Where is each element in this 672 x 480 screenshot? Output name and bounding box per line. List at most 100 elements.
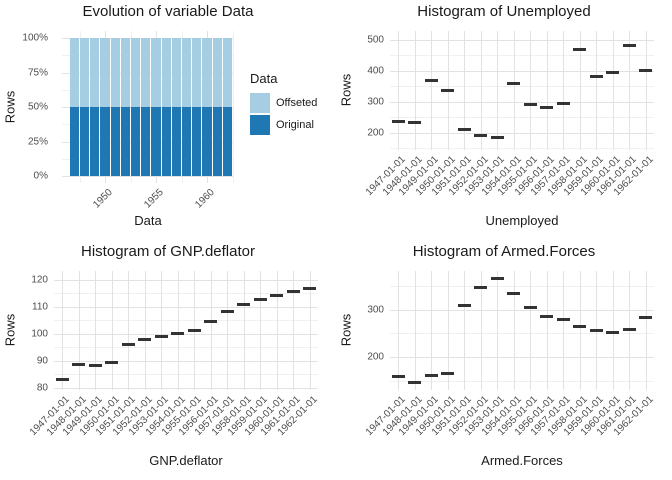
bar-segment-original (80, 107, 90, 176)
bar-segment-offseted (69, 38, 79, 107)
major-gridline (243, 271, 245, 390)
data-dash (556, 317, 570, 321)
legend-swatch-offseted (250, 93, 270, 113)
major-gridline (54, 333, 318, 335)
data-dash (424, 373, 438, 377)
bar-segment-original (202, 107, 212, 176)
data-dash (606, 71, 620, 75)
major-gridline (563, 31, 565, 150)
data-dash (523, 306, 537, 309)
bar-segment-offseted (80, 38, 90, 107)
bar-segment-offseted (131, 38, 141, 107)
bar-segment-original (69, 107, 79, 176)
x-axis-title: Data (134, 213, 162, 228)
bar-segment-original (161, 107, 171, 176)
minor-gridline (232, 31, 234, 183)
minor-gridline (54, 293, 318, 295)
data-dash (55, 378, 69, 382)
major-gridline (431, 31, 433, 150)
minor-gridline (390, 286, 654, 288)
bar-segment-original (90, 107, 100, 176)
data-dash (88, 364, 102, 368)
major-gridline (293, 271, 295, 390)
x-axis-title: GNP.deflator (149, 453, 223, 468)
major-gridline (227, 271, 229, 390)
bar-segment-original (151, 107, 161, 176)
data-dash (72, 363, 86, 367)
minor-gridline (390, 55, 654, 57)
data-dash (474, 133, 488, 137)
data-dash (286, 290, 300, 293)
bar-segment-offseted (171, 38, 181, 107)
major-gridline (390, 101, 654, 103)
legend-item-offseted: Offseted (250, 93, 334, 113)
major-gridline (530, 31, 532, 150)
bar-segment-offseted (151, 38, 161, 107)
major-gridline (54, 360, 318, 362)
bar-segment-original (171, 107, 181, 176)
bar-segment-offseted (161, 38, 171, 107)
data-dash (606, 331, 620, 335)
minor-gridline (54, 347, 318, 349)
bar-segment-offseted (202, 38, 212, 107)
data-dash (622, 44, 636, 48)
major-gridline (144, 271, 146, 390)
major-gridline (513, 31, 515, 150)
major-gridline (563, 271, 565, 390)
data-dash (441, 89, 455, 93)
major-gridline (111, 271, 113, 390)
legend-swatch-original (250, 115, 270, 135)
minor-gridline (390, 333, 654, 335)
panel-unemployed: Histogram of Unemployed Rows Unemployed … (336, 0, 672, 240)
data-dash (622, 328, 636, 332)
panel-armed-forces: Histogram of Armed.Forces Rows Armed.For… (336, 240, 672, 480)
y-tick-label: 120 (31, 274, 48, 286)
y-tick-label: 300 (367, 304, 384, 316)
major-gridline (464, 271, 466, 390)
major-gridline (414, 31, 416, 150)
bar-segment-offseted (90, 38, 100, 107)
data-dash (204, 320, 218, 323)
y-tick-label: 50% (27, 101, 48, 113)
y-tick-label: 100 (31, 328, 48, 340)
data-dash (474, 286, 488, 290)
major-gridline (78, 271, 80, 390)
bar-segment-offseted (100, 38, 110, 107)
data-dash (523, 103, 537, 107)
major-gridline (612, 271, 614, 390)
data-dash (540, 105, 554, 109)
minor-gridline (390, 380, 654, 382)
minor-gridline (54, 374, 318, 376)
data-dash (457, 128, 471, 132)
major-gridline (579, 31, 581, 150)
data-dash (639, 69, 653, 73)
y-tick-label: 25% (27, 136, 48, 147)
data-dash (121, 342, 135, 346)
bar-segment-offseted (212, 38, 222, 107)
major-gridline (309, 271, 311, 390)
data-dash (303, 286, 317, 290)
x-axis-title: Unemployed (485, 213, 559, 228)
data-dash (573, 325, 587, 329)
data-dash (540, 315, 554, 318)
major-gridline (431, 271, 433, 390)
bar-segment-original (212, 107, 222, 176)
y-tick-label: 400 (367, 65, 384, 77)
major-gridline (447, 271, 449, 390)
major-gridline (579, 271, 581, 390)
major-gridline (260, 271, 262, 390)
y-tick-label: 200 (367, 351, 384, 363)
bar-segment-original (182, 107, 192, 176)
legend-title: Data (250, 71, 278, 86)
data-dash (490, 135, 504, 139)
chart-title: Histogram of GNP.deflator (81, 243, 255, 260)
legend: Data Offseted Original (250, 71, 334, 137)
data-dash (408, 121, 422, 125)
data-dash (457, 303, 471, 307)
major-gridline (398, 271, 400, 390)
data-dash (573, 48, 587, 52)
major-gridline (546, 31, 548, 150)
bar-segment-offseted (182, 38, 192, 107)
panel-gnp-deflator: Histogram of GNP.deflator Rows GNP.defla… (0, 240, 336, 480)
